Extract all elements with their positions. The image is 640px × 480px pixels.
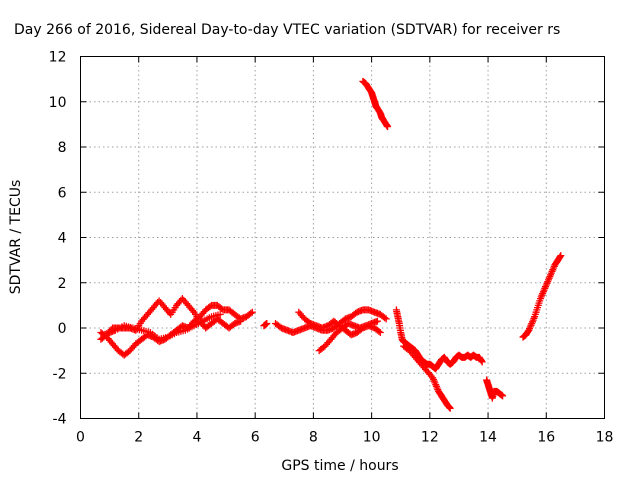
y-tick-label: -4 (53, 412, 67, 428)
x-tick-label: 6 (251, 430, 260, 446)
x-axis-label: GPS time / hours (281, 458, 398, 474)
x-tick-label: 2 (134, 430, 143, 446)
y-tick-label: 8 (58, 140, 67, 156)
plot-frame (80, 56, 605, 419)
x-tick-label: 8 (309, 430, 318, 446)
y-tick-label: 10 (49, 95, 67, 111)
y-tick-label: 4 (58, 231, 67, 247)
x-tick-label: 10 (363, 430, 381, 446)
x-tick-label: 0 (76, 430, 85, 446)
x-tick-label: 4 (192, 430, 201, 446)
y-tick-label: 0 (58, 321, 67, 337)
y-axis-ticks: -4 -2 0 2 4 6 8 10 12 (49, 50, 605, 428)
data-points (97, 77, 565, 412)
x-tick-label: 18 (596, 430, 614, 446)
x-axis-ticks: 0 2 4 6 8 10 12 14 16 18 (76, 56, 614, 446)
grid-lines (80, 56, 605, 419)
y-tick-label: 6 (58, 185, 67, 201)
sdtvar-point-markers (97, 77, 565, 412)
y-tick-label: 12 (49, 50, 67, 66)
y-tick-label: -2 (53, 366, 67, 382)
x-tick-label: 12 (421, 430, 439, 446)
x-tick-label: 14 (479, 430, 497, 446)
chart-title: Day 266 of 2016, Sidereal Day-to-day VTE… (14, 22, 560, 38)
y-axis-label: SDTVAR / TECUs (8, 180, 24, 295)
y-tick-label: 2 (58, 276, 67, 292)
x-tick-label: 16 (537, 430, 555, 446)
